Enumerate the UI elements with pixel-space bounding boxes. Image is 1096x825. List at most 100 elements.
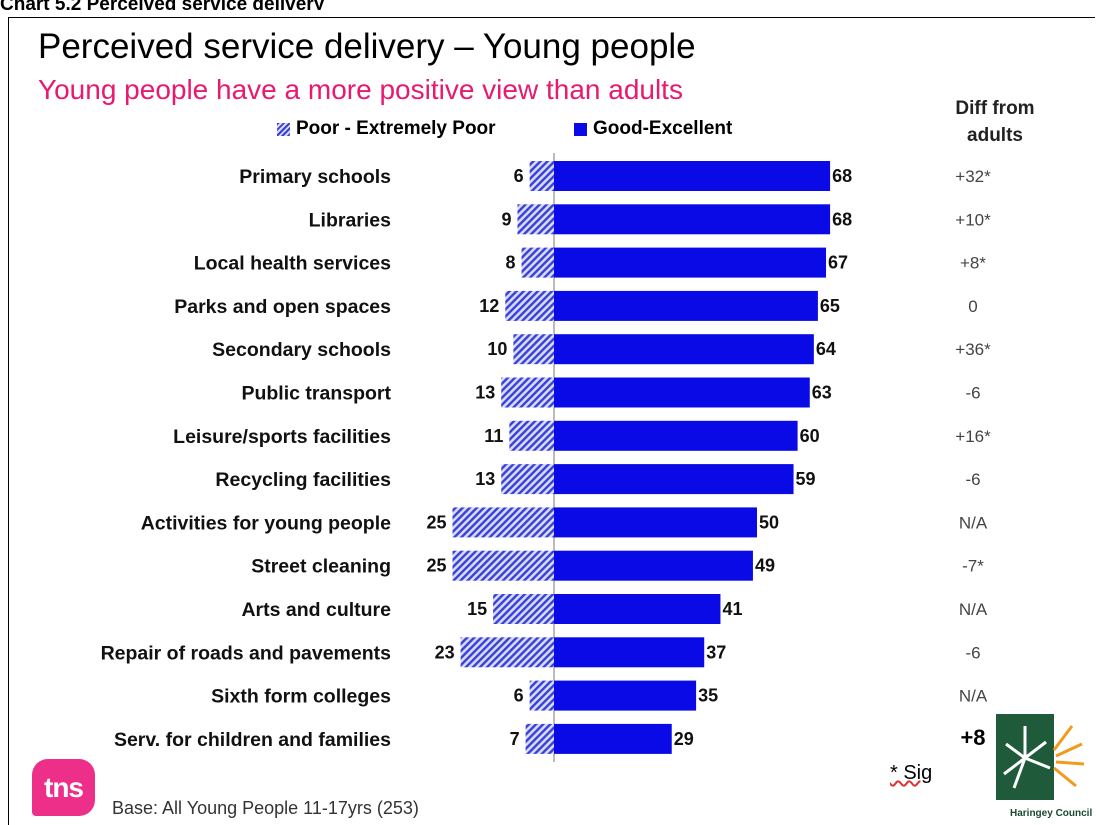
good-value-label: 50 (759, 512, 779, 532)
poor-value-label: 25 (426, 512, 446, 532)
diff-value-label: +16* (955, 427, 991, 446)
bar-good (554, 420, 798, 451)
sig-footnote: * Sig (890, 762, 932, 785)
good-value-label: 49 (755, 556, 775, 576)
bar-poor (493, 594, 554, 624)
legend-good: Good-Excellent (574, 118, 732, 140)
legend-poor-swatch (277, 122, 290, 136)
category-label: Public transport (241, 383, 391, 405)
good-value-label: 68 (832, 209, 852, 229)
category-label: Arts and culture (241, 599, 391, 621)
poor-value-label: 25 (426, 556, 446, 576)
bar-poor (452, 507, 554, 538)
good-value-label: 63 (812, 383, 832, 403)
bar-poor (501, 464, 554, 495)
poor-value-label: 6 (514, 686, 524, 706)
category-label: Parks and open spaces (174, 296, 391, 318)
category-label: Primary schools (239, 166, 391, 188)
bar-good (554, 334, 814, 365)
diff-header-line1: Diff from (955, 98, 1035, 119)
poor-value-label: 11 (484, 426, 503, 446)
good-value-label: 41 (722, 599, 742, 619)
category-label: Street cleaning (251, 556, 391, 578)
bar-poor (529, 680, 554, 711)
bar-poor (517, 204, 554, 235)
diff-value-label: -7* (962, 557, 984, 576)
bar-good (554, 680, 697, 711)
category-label: Repair of roads and pavements (101, 642, 392, 664)
bar-good (554, 550, 753, 581)
bar-poor (505, 290, 554, 321)
good-value-label: 64 (816, 339, 836, 359)
good-value-label: 29 (674, 729, 694, 749)
good-value-label: 37 (706, 642, 726, 662)
bar-poor (525, 723, 554, 754)
diff-value-label: -6 (965, 384, 980, 403)
poor-value-label: 10 (487, 339, 507, 359)
category-label: Recycling facilities (215, 469, 391, 491)
diff-value-label: +32* (955, 167, 991, 186)
bar-good (554, 723, 672, 754)
diff-value-label: -6 (965, 470, 980, 489)
category-label: Sixth form colleges (211, 686, 391, 708)
good-value-label: 65 (820, 296, 840, 316)
diff-value-label: +10* (955, 210, 991, 229)
bar-poor (509, 420, 554, 451)
bar-good (554, 464, 794, 495)
bar-good (554, 204, 831, 235)
diff-value-label: +36* (955, 340, 991, 359)
diff-value-label: N/A (959, 513, 988, 532)
bar-good (554, 161, 831, 191)
diff-value-label: +8* (960, 254, 986, 273)
bar-poor (513, 334, 554, 365)
bar-good (554, 594, 721, 624)
category-label: Secondary schools (212, 339, 391, 361)
good-value-label: 60 (800, 426, 820, 446)
poor-value-label: 8 (506, 253, 516, 273)
legend-good-label: Good-Excellent (593, 118, 733, 139)
poor-value-label: 13 (475, 383, 495, 403)
bar-good (554, 377, 810, 408)
good-value-label: 68 (832, 166, 852, 186)
tns-logo: tns (32, 759, 95, 816)
bar-poor (501, 377, 554, 408)
category-label: Libraries (309, 209, 392, 231)
good-value-label: 35 (698, 686, 718, 706)
bar-poor (460, 637, 554, 668)
bar-good (554, 247, 827, 278)
category-label: Activities for young people (141, 512, 391, 534)
diff-value-label: +8 (960, 725, 985, 750)
bar-poor (452, 550, 554, 581)
legend-poor-label: Poor - Extremely Poor (296, 118, 496, 139)
legend-good-swatch (574, 122, 587, 136)
legend-poor: Poor - Extremely Poor (277, 118, 496, 140)
poor-value-label: 15 (467, 599, 487, 619)
category-label: Serv. for children and families (114, 729, 391, 751)
bar-good (554, 507, 757, 538)
diff-value-label: N/A (959, 600, 988, 619)
poor-value-label: 6 (514, 166, 524, 186)
diff-value-label: 0 (968, 297, 977, 316)
council-logo-text: Haringey Council (1010, 808, 1093, 819)
diff-from-adults-header: Diff from adults (920, 95, 1070, 149)
poor-value-label: 9 (501, 209, 511, 229)
good-value-label: 67 (828, 253, 848, 273)
bar-poor (521, 247, 554, 278)
diff-value-label: -6 (965, 643, 980, 662)
poor-value-label: 13 (475, 469, 495, 489)
sig-footnote-text: * Sig (890, 762, 933, 784)
chart-caption: Chart 5.2 Perceived service delivery (0, 0, 324, 10)
bar-good (554, 637, 705, 668)
bar-good (554, 290, 818, 321)
diff-header-line2: adults (967, 125, 1023, 146)
base-note: Base: All Young People 11-17yrs (253) (112, 798, 419, 818)
chart-subtitle: Young people have a more positive view t… (38, 74, 683, 105)
slide-frame (8, 17, 1095, 825)
category-label: Leisure/sports facilities (173, 426, 391, 448)
good-value-label: 59 (796, 469, 816, 489)
category-label: Local health services (194, 253, 391, 275)
bar-poor (529, 161, 554, 191)
poor-value-label: 7 (510, 729, 520, 749)
poor-value-label: 12 (479, 296, 499, 316)
